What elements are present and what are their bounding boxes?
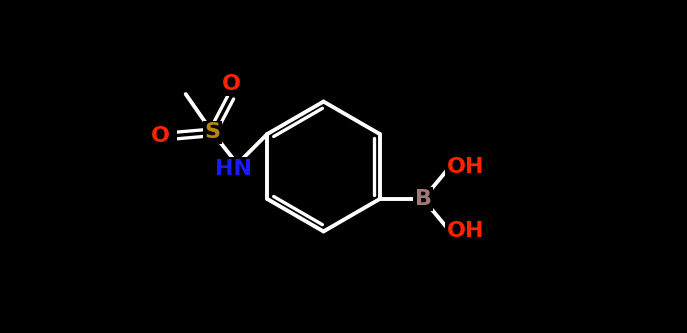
Text: HN: HN	[216, 159, 253, 179]
Text: O: O	[222, 74, 241, 94]
Text: O: O	[151, 126, 170, 146]
Text: S: S	[204, 122, 221, 143]
Text: OH: OH	[447, 157, 484, 177]
Text: OH: OH	[447, 220, 484, 241]
Text: B: B	[414, 189, 431, 209]
